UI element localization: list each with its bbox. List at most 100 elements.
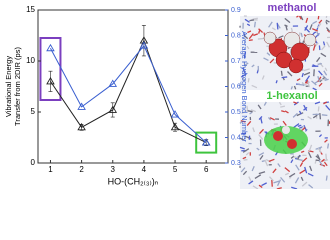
triangle-marker bbox=[139, 36, 149, 44]
stick bbox=[290, 27, 293, 32]
x-axis-label: HO-(CH₂₍₃₎)ₙ bbox=[108, 176, 159, 186]
stick bbox=[239, 146, 245, 150]
stick bbox=[239, 137, 245, 142]
stick bbox=[264, 159, 269, 167]
error-bar bbox=[141, 25, 146, 57]
stick bbox=[323, 101, 328, 105]
stick bbox=[319, 113, 322, 120]
stick bbox=[244, 135, 252, 140]
stick bbox=[304, 26, 311, 33]
stick bbox=[300, 150, 305, 153]
stick bbox=[297, 154, 301, 160]
stick bbox=[281, 76, 288, 79]
stick bbox=[277, 163, 281, 168]
stick bbox=[257, 37, 265, 40]
stick bbox=[325, 104, 330, 111]
stick bbox=[290, 155, 295, 159]
stick bbox=[281, 110, 286, 113]
atom bbox=[287, 139, 297, 149]
stick bbox=[244, 18, 250, 23]
stick bbox=[301, 72, 304, 78]
stick bbox=[278, 35, 284, 39]
stick bbox=[251, 84, 258, 89]
stick bbox=[246, 23, 251, 27]
y-axis-label: Vibrational Energy bbox=[4, 56, 13, 117]
highlight-box bbox=[39, 37, 62, 101]
stick bbox=[268, 158, 275, 162]
stick bbox=[299, 162, 304, 167]
stick bbox=[261, 75, 265, 80]
stick bbox=[317, 23, 322, 29]
stick bbox=[312, 87, 317, 91]
stick bbox=[256, 147, 260, 151]
stick bbox=[261, 160, 265, 163]
atom bbox=[288, 58, 304, 74]
y-axis-label: Transfer from 2DIR (ps) bbox=[13, 47, 22, 126]
stick bbox=[298, 15, 302, 20]
stick bbox=[311, 80, 317, 86]
stick bbox=[318, 70, 323, 76]
x-tick-label: 5 bbox=[173, 165, 178, 174]
stick bbox=[271, 27, 276, 31]
stick bbox=[258, 134, 264, 140]
stick bbox=[325, 153, 328, 161]
stick bbox=[295, 158, 303, 161]
stick bbox=[258, 152, 265, 156]
stick bbox=[258, 28, 264, 33]
stick bbox=[242, 67, 246, 74]
series-line bbox=[50, 44, 207, 143]
stick bbox=[241, 109, 248, 115]
y2-tick-label: 0.3 bbox=[231, 160, 241, 167]
stick bbox=[257, 104, 262, 110]
stick bbox=[322, 41, 326, 46]
stick bbox=[307, 81, 310, 88]
stick bbox=[239, 121, 243, 124]
stick bbox=[303, 106, 308, 111]
stick bbox=[312, 31, 317, 35]
stick bbox=[298, 126, 304, 129]
stick bbox=[304, 166, 308, 174]
error-bar bbox=[48, 70, 53, 92]
stick bbox=[248, 176, 253, 183]
stick bbox=[243, 62, 249, 67]
stick bbox=[312, 20, 318, 25]
plot-frame bbox=[37, 9, 229, 164]
error-bar bbox=[110, 102, 115, 118]
stick bbox=[252, 127, 255, 133]
stick bbox=[297, 83, 304, 86]
y2-tick-label: 0.7 bbox=[231, 58, 241, 65]
stick bbox=[296, 15, 299, 18]
stick bbox=[316, 154, 321, 161]
stick bbox=[322, 159, 329, 162]
stick bbox=[284, 167, 291, 173]
atom bbox=[273, 131, 283, 141]
stick bbox=[309, 165, 313, 172]
stick bbox=[247, 110, 253, 113]
stick bbox=[284, 24, 288, 27]
stick bbox=[301, 181, 308, 187]
stick bbox=[282, 120, 287, 126]
stick bbox=[252, 17, 258, 20]
stick bbox=[324, 67, 328, 72]
stick bbox=[252, 185, 259, 189]
stick bbox=[243, 35, 249, 40]
stick bbox=[276, 187, 282, 189]
y2-tick-label: 0.9 bbox=[231, 7, 241, 14]
triangle-marker bbox=[108, 105, 118, 113]
stick bbox=[258, 184, 263, 189]
stick bbox=[248, 180, 254, 185]
stick bbox=[269, 58, 275, 64]
stick bbox=[284, 172, 290, 176]
stick bbox=[268, 21, 273, 28]
stick bbox=[245, 152, 250, 156]
triangle-marker bbox=[108, 79, 118, 87]
stick bbox=[324, 78, 329, 81]
stick bbox=[315, 155, 321, 160]
stick bbox=[246, 45, 250, 50]
stick bbox=[304, 79, 309, 84]
stick bbox=[323, 161, 328, 167]
x-tick-label: 1 bbox=[48, 165, 53, 174]
stick bbox=[317, 63, 322, 65]
stick bbox=[320, 52, 327, 58]
stick bbox=[267, 116, 272, 121]
